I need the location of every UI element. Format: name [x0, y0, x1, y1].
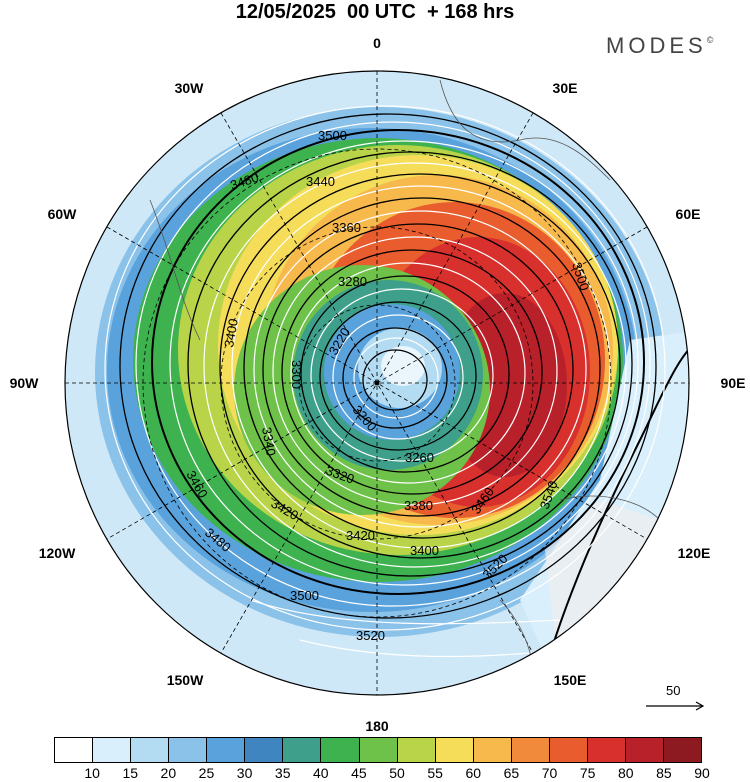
colorbar-segment — [131, 738, 170, 762]
colorbar-tick-label: 20 — [160, 765, 177, 781]
contour-label: 3400 — [410, 543, 439, 558]
colorbar-tick-label: 50 — [389, 765, 405, 781]
reference-vector-arrow-icon — [646, 701, 705, 711]
lon-label-60e: 60E — [675, 206, 701, 222]
colorbar-segment — [549, 738, 588, 762]
wind-streamlines — [104, 105, 666, 658]
colorbar-tick-label: 70 — [541, 765, 558, 781]
contour-label: 3400 — [221, 317, 241, 348]
lon-label-60w: 60W — [47, 206, 77, 222]
contour-label: 3420 — [346, 528, 375, 543]
colorbar-segment — [435, 738, 474, 762]
height-contours — [119, 113, 689, 691]
colorbar-segment — [169, 738, 208, 762]
colorbar-tick-label: 45 — [351, 765, 367, 781]
colorbar-segment — [664, 738, 702, 762]
contour-label: 3520 — [356, 628, 385, 643]
colorbar-segment — [511, 738, 550, 762]
colorbar-segment — [473, 738, 512, 762]
contour-label: 3360 — [332, 220, 361, 235]
colorbar-segment — [93, 738, 132, 762]
colorbar-tick-label: 15 — [122, 765, 139, 781]
map-boundary — [64, 70, 690, 696]
colorbar-tick-label: 30 — [236, 765, 253, 781]
lon-label-30w: 30W — [174, 80, 204, 96]
lon-label-120w: 120W — [38, 545, 76, 561]
colorbar-segment — [625, 738, 664, 762]
lon-label-90e: 90E — [720, 375, 746, 391]
colorbar-segment — [55, 738, 94, 762]
colorbar-segment — [207, 738, 246, 762]
colorbar-segment — [359, 738, 398, 762]
colorbar-tick-label: 60 — [465, 765, 482, 781]
colorbar-tick-label: 75 — [579, 765, 596, 781]
colorbar-segment — [587, 738, 626, 762]
colorbar-segment — [397, 738, 436, 762]
lon-label-180: 180 — [365, 718, 389, 734]
reference-vector-label: 50 — [666, 683, 681, 698]
colorbar-tick-label: 80 — [617, 765, 634, 781]
lon-label-150w: 150W — [166, 672, 204, 688]
north-pole-marker — [374, 380, 380, 386]
contour-label: 3300 — [289, 360, 304, 389]
lon-label-0: 0 — [373, 35, 381, 51]
contour-label: 3500 — [290, 588, 319, 603]
colorbar-tick-label: 90 — [694, 765, 710, 781]
contour-label: 3260 — [405, 450, 434, 465]
colorbar-tick-label: 40 — [313, 765, 329, 781]
contour-label: 3440 — [306, 174, 335, 189]
colorbar-tick-label: 35 — [274, 765, 291, 781]
colorbar-segment — [321, 738, 360, 762]
brand-name: MODES — [606, 33, 707, 58]
brand-mark: © — [706, 35, 714, 45]
contour-label: 3500 — [318, 128, 347, 143]
colorbar-tick-label: 10 — [84, 765, 100, 781]
contour-label: 3340 — [259, 426, 279, 457]
colorbar-segment — [283, 738, 322, 762]
contour-label: 3380 — [404, 498, 433, 513]
contour-label: 3280 — [338, 274, 367, 289]
wind-speed-field — [65, 71, 689, 695]
colorbar-tick-label: 55 — [427, 765, 443, 781]
colorbar-ticks: 10 15 20 25 30 35 40 45 50 55 60 65 70 75 80 85 90 — [54, 765, 709, 781]
lon-label-30e: 30E — [552, 80, 578, 96]
colorbar-segment — [245, 738, 284, 762]
page-title: 12/05/2025 00 UTC + 168 hrs — [235, 1, 515, 23]
colorbar — [54, 737, 702, 763]
lon-label-120e: 120E — [677, 545, 711, 561]
colorbar-tick-label: 65 — [503, 765, 520, 781]
brand-logo: MODES© — [606, 33, 713, 59]
colorbar-tick-label: 85 — [656, 765, 672, 781]
colorbar-tick-label: 25 — [198, 765, 215, 781]
lon-label-90w: 90W — [9, 375, 39, 391]
lon-label-150e: 150E — [553, 672, 587, 688]
